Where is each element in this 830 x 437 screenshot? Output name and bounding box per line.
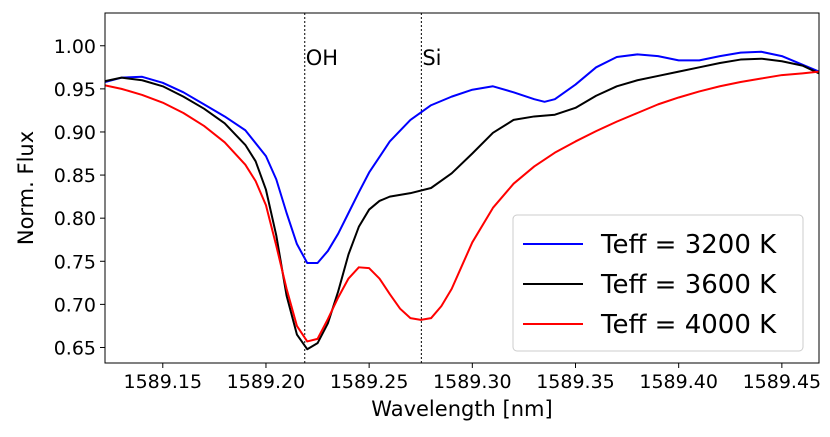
y-axis-label: Norm. Flux — [14, 131, 38, 245]
x-tick-label: 1589.35 — [536, 371, 615, 393]
x-tick-label: 1589.20 — [227, 371, 306, 393]
y-tick-label: 0.95 — [54, 79, 96, 101]
y-tick-label: 0.80 — [54, 208, 96, 230]
legend-label-2: Teff = 3600 K — [600, 270, 777, 300]
x-tick-label: 1589.15 — [123, 371, 202, 393]
legend-label-3: Teff = 4000 K — [600, 310, 777, 340]
annotation-labels: OH Si — [306, 46, 442, 70]
y-axis: 0.65 0.70 0.75 0.80 0.85 0.90 0.95 1.00 — [54, 36, 105, 359]
legend-label-1: Teff = 3200 K — [600, 230, 777, 260]
x-axis: 1589.15 1589.20 1589.25 1589.30 1589.35 1589.… — [123, 363, 821, 393]
legend-box — [512, 214, 804, 352]
series-line-1 — [105, 50, 819, 264]
y-tick-label: 1.00 — [54, 36, 96, 58]
series-line-3 — [105, 70, 819, 343]
x-tick-label: 1589.45 — [743, 371, 822, 393]
annotation-label-si: Si — [422, 46, 441, 70]
plot-area-frame — [104, 12, 820, 364]
series-lines — [105, 50, 819, 351]
y-tick-label: 0.90 — [54, 122, 96, 144]
series-line-2 — [105, 57, 819, 351]
x-tick-label: 1589.25 — [330, 371, 409, 393]
y-tick-label: 0.85 — [54, 165, 96, 187]
y-tick-label: 0.70 — [54, 294, 96, 316]
y-tick-label: 0.65 — [54, 337, 96, 359]
x-tick-label: 1589.30 — [433, 371, 512, 393]
x-axis-label: Wavelength [nm] — [371, 397, 552, 421]
x-tick-label: 1589.40 — [639, 371, 718, 393]
legend: Teff = 3200 K Teff = 3600 K Teff = 4000 K — [512, 214, 804, 352]
y-tick-label: 0.75 — [54, 251, 96, 273]
annotation-label-oh: OH — [306, 46, 338, 70]
